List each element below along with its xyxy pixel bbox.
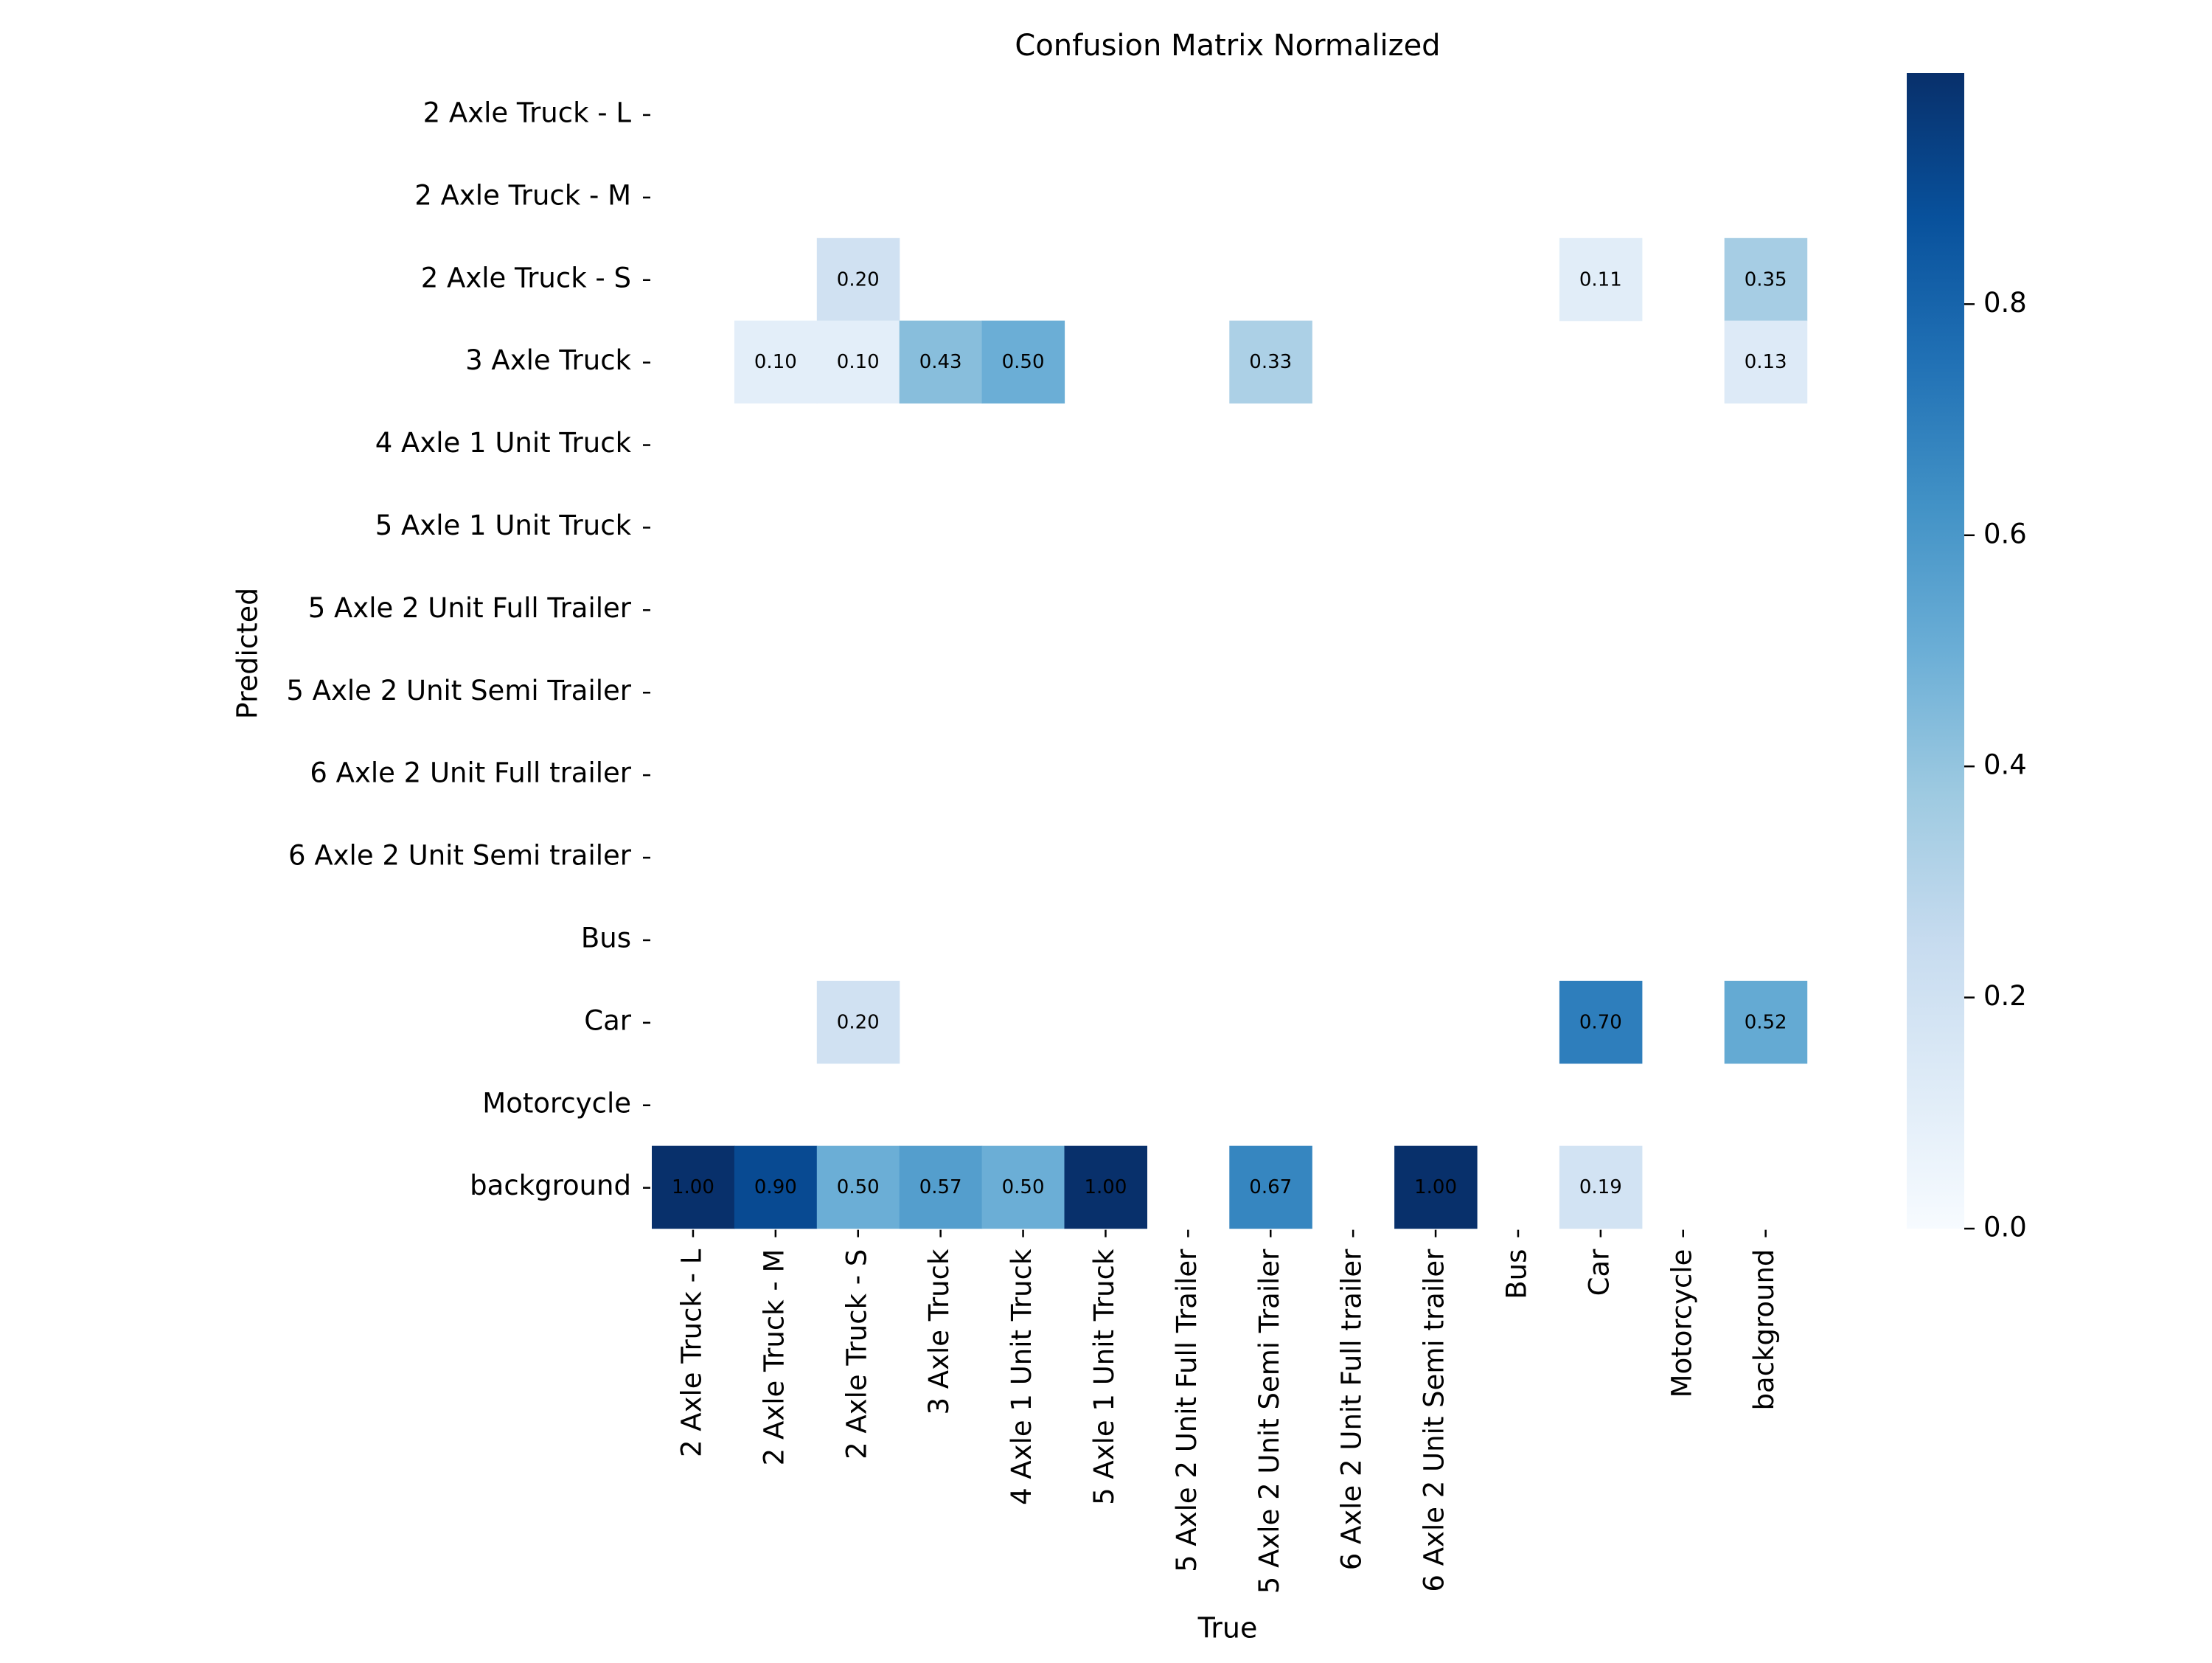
colorbar: 0.0 0.2 0.4 0.6 0.8 — [1907, 73, 2027, 1243]
x-tick-label: 5 Axle 2 Unit Semi Trailer — [1253, 1249, 1285, 1594]
heatmap-cell — [1394, 1145, 1478, 1229]
x-tick-label: 6 Axle 2 Unit Semi trailer — [1419, 1249, 1450, 1592]
x-axis-label: True — [1197, 1612, 1258, 1645]
heatmap-cell — [1559, 980, 1643, 1064]
colorbar-gradient — [1907, 73, 1964, 1229]
y-tick-label: 4 Axle 1 Unit Truck — [375, 427, 632, 459]
y-tick-label: Motorcycle — [482, 1087, 631, 1119]
cell-value-label: 1.00 — [672, 1176, 714, 1198]
cell-value-label: 0.57 — [919, 1176, 962, 1198]
heatmap-cell — [1559, 1145, 1643, 1229]
heatmap-cell — [816, 320, 900, 404]
y-tick-label: 3 Axle Truck — [465, 344, 631, 376]
heatmap-cell — [899, 320, 983, 404]
y-axis-label: Predicted — [232, 588, 264, 719]
y-tick-label: 5 Axle 2 Unit Semi Trailer — [286, 675, 631, 706]
y-tick-label: 2 Axle Truck - L — [423, 97, 632, 128]
heatmap-cell — [1229, 320, 1312, 404]
cell-value-label: 0.19 — [1579, 1176, 1622, 1198]
x-tick-label: 2 Axle Truck - M — [758, 1249, 790, 1466]
cell-value-label: 1.00 — [1414, 1176, 1457, 1198]
heatmap-cell — [899, 1145, 983, 1229]
colorbar-tick-label: 0.4 — [1983, 749, 2027, 781]
cell-value-label: 0.13 — [1745, 351, 1787, 373]
x-tick-label: 3 Axle Truck — [923, 1249, 955, 1414]
cell-value-label: 0.50 — [1002, 351, 1045, 373]
cell-value-label: 0.52 — [1745, 1011, 1787, 1033]
cell-value-label: 0.11 — [1579, 268, 1622, 291]
x-tick-labels: 2 Axle Truck - L 2 Axle Truck - M 2 Axle T… — [675, 1229, 1780, 1594]
cell-value-label: 0.33 — [1249, 351, 1292, 373]
cell-value-label: 1.00 — [1085, 1176, 1127, 1198]
colorbar-tick-label: 0.0 — [1983, 1212, 2027, 1243]
y-tick-label: Car — [584, 1004, 632, 1036]
y-tick-label: 6 Axle 2 Unit Semi trailer — [288, 840, 632, 872]
heatmap-cell — [1559, 237, 1643, 322]
x-tick-label: Car — [1583, 1249, 1615, 1296]
heatmap-cell — [1724, 320, 1808, 404]
heatmap-cell — [1064, 1145, 1147, 1229]
cell-value-label: 0.10 — [754, 351, 797, 373]
y-tick-label: Bus — [581, 922, 631, 954]
heatmap-cell — [816, 980, 900, 1064]
y-tick-label: 5 Axle 2 Unit Full Trailer — [308, 592, 632, 624]
heatmap-cell — [1724, 237, 1808, 322]
colorbar-tick-label: 0.6 — [1983, 518, 2027, 549]
colorbar-tick-label: 0.8 — [1983, 287, 2027, 319]
x-tick-label: 4 Axle 1 Unit Truck — [1006, 1249, 1037, 1505]
x-tick-label: Bus — [1500, 1249, 1532, 1299]
x-tick-label: 5 Axle 1 Unit Truck — [1088, 1249, 1120, 1505]
x-tick-label: 2 Axle Truck - S — [841, 1249, 872, 1459]
heatmap-cell — [734, 1145, 818, 1229]
heatmap-cell — [1229, 1145, 1312, 1229]
cell-value-label: 0.90 — [754, 1176, 797, 1198]
y-tick-labels: 2 Axle Truck - L 2 Axle Truck - M 2 Axle T… — [286, 97, 650, 1201]
heatmap-cell — [816, 237, 900, 322]
heatmap-cell — [981, 320, 1065, 404]
cell-value-label: 0.50 — [1002, 1176, 1045, 1198]
heatmap-cell — [981, 1145, 1065, 1229]
heatmap-cells: 0.20 0.11 0.35 0.10 0.10 0.43 0.50 0.33 0.13 0.20… — [652, 237, 1808, 1229]
y-tick-label: 2 Axle Truck - M — [414, 179, 631, 211]
cell-value-label: 0.20 — [837, 268, 880, 291]
x-tick-label: 2 Axle Truck - L — [675, 1249, 707, 1457]
x-tick-label: 5 Axle 2 Unit Full Trailer — [1171, 1249, 1203, 1572]
heatmap-cell — [1724, 980, 1808, 1064]
x-tick-label: 6 Axle 2 Unit Full trailer — [1336, 1249, 1368, 1570]
cell-value-label: 0.35 — [1745, 268, 1787, 291]
x-tick-label: Motorcycle — [1666, 1249, 1697, 1398]
y-tick-label: 2 Axle Truck - S — [421, 262, 631, 294]
heatmap-cell — [652, 1145, 735, 1229]
y-tick-label: background — [470, 1170, 631, 1201]
y-tick-label: 6 Axle 2 Unit Full trailer — [310, 757, 631, 789]
cell-value-label: 0.10 — [837, 351, 880, 373]
chart-title: Confusion Matrix Normalized — [1015, 29, 1440, 63]
cell-value-label: 0.50 — [837, 1176, 880, 1198]
colorbar-tick-label: 0.2 — [1983, 980, 2027, 1012]
heatmap-cell — [816, 1145, 900, 1229]
cell-value-label: 0.43 — [919, 351, 962, 373]
y-tick-label: 5 Axle 1 Unit Truck — [375, 510, 632, 541]
x-tick-label: background — [1748, 1249, 1780, 1411]
heatmap-cell — [734, 320, 818, 404]
cell-value-label: 0.67 — [1249, 1176, 1292, 1198]
cell-value-label: 0.70 — [1579, 1011, 1622, 1033]
cell-value-label: 0.20 — [837, 1011, 880, 1033]
